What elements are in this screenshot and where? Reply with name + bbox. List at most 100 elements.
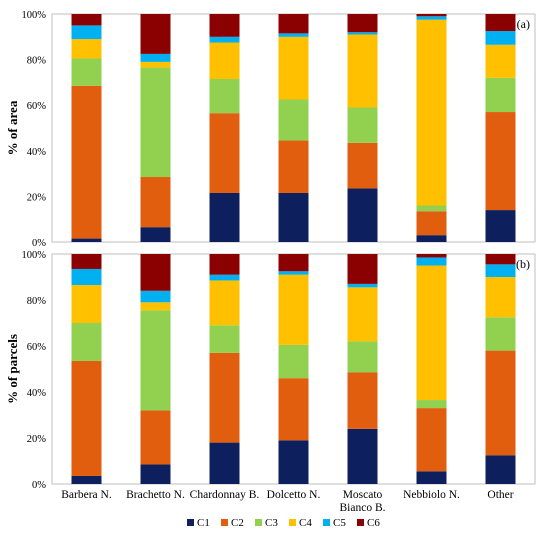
bar-segment-c6 — [416, 14, 447, 17]
category-label: Moscato Bianco B. — [340, 489, 386, 514]
bar-segment-c6 — [278, 14, 309, 34]
chart-panel: 0% 20% 40% 60% 80% 100% % of parcels (b) — [5, 250, 536, 491]
y-tick-label: 80% — [27, 296, 47, 307]
legend-swatch — [255, 519, 262, 526]
bar-segment-c4 — [140, 302, 171, 311]
bar-segment-c4 — [347, 34, 378, 108]
bar-segment-c3 — [485, 317, 516, 351]
y-tick-label: 100% — [22, 250, 47, 261]
bar-segment-c4 — [347, 287, 378, 342]
bar-segment-c3 — [140, 67, 171, 178]
bar-segment-c5 — [278, 33, 309, 37]
bar-segment-c5 — [71, 25, 102, 40]
bar-segment-c3 — [71, 323, 102, 361]
legend-swatch — [289, 519, 296, 526]
bar-segment-c3 — [209, 78, 240, 114]
bar-segment-c4 — [278, 36, 309, 100]
bar-segment-c3 — [71, 58, 102, 86]
y-tick-label: 60% — [27, 101, 47, 112]
y-tick-label: 40% — [27, 147, 47, 158]
bar-segment-c1 — [278, 440, 309, 484]
chart-panel: 0% 20% 40% 60% 80% 100% % of area (a) — [5, 10, 536, 249]
bar-segment-c6 — [140, 254, 171, 291]
bar-segment-c1 — [71, 238, 102, 242]
bar-segment-c3 — [485, 77, 516, 113]
bar-segment-c1 — [140, 227, 171, 242]
bar-segment-c2 — [140, 410, 171, 465]
bar-segment-c6 — [416, 254, 447, 258]
bar-segment-c3 — [278, 99, 309, 141]
bar-segment-c5 — [347, 32, 378, 35]
category-label: Brachetto N. — [126, 489, 185, 501]
y-tick-label: 0% — [32, 238, 46, 249]
bar-segment-c5 — [71, 268, 102, 286]
bar-segment-c1 — [209, 442, 240, 484]
bar-segment-c1 — [278, 192, 309, 242]
y-tick-label: 60% — [27, 342, 47, 353]
bar-segment-c2 — [209, 113, 240, 193]
legend: C1 C2 C3 C4 C5 C6 — [187, 517, 380, 529]
category-label: Chardonnay B. — [190, 489, 260, 501]
legend-swatch — [357, 519, 364, 526]
bar-segment-c5 — [209, 36, 240, 43]
bar-segment-c6 — [209, 254, 240, 275]
bar-segment-c2 — [278, 378, 309, 441]
bar-segment-c2 — [347, 142, 378, 189]
bar-segment-c6 — [71, 14, 102, 26]
bar-segment-c2 — [209, 352, 240, 443]
bar-segment-c2 — [140, 177, 171, 228]
bar-segment-c6 — [209, 14, 240, 37]
bar-segment-c2 — [485, 112, 516, 211]
bar-segment-c5 — [140, 53, 171, 62]
bar-segment-c2 — [416, 211, 447, 236]
panel-label: (a) — [517, 17, 530, 31]
bar-segment-c2 — [485, 350, 516, 456]
bar-segment-c3 — [140, 310, 171, 411]
bar-segment-c4 — [416, 265, 447, 401]
legend-swatch — [221, 519, 228, 526]
panel-label: (b) — [516, 257, 530, 271]
y-tick-label: 40% — [27, 388, 47, 399]
category-label: Barbera N. — [61, 489, 112, 501]
bar-segment-c4 — [71, 285, 102, 323]
bar-segment-c3 — [209, 325, 240, 353]
bar-segment-c4 — [71, 39, 102, 59]
bar-segment-c2 — [71, 360, 102, 476]
legend-swatch — [187, 519, 194, 526]
bar-segment-c5 — [416, 16, 447, 20]
category-label: Dolcetto N. — [267, 489, 321, 501]
category-label: Nebbiolo N. — [403, 489, 460, 501]
bar-segment-c6 — [347, 254, 378, 284]
legend-label: C5 — [333, 517, 346, 529]
bar-segment-c1 — [347, 428, 378, 484]
y-tick-label: 0% — [32, 480, 46, 491]
bar-segment-c1 — [416, 235, 447, 242]
bar-segment-c4 — [278, 274, 309, 345]
legend-label: C3 — [265, 517, 278, 529]
bar-segment-c6 — [485, 254, 516, 265]
bar-segment-c1 — [347, 188, 378, 242]
bar-segment-c1 — [485, 455, 516, 484]
bar-segment-c1 — [209, 192, 240, 242]
bar-segment-c5 — [140, 290, 171, 303]
chart-panels: 0% 20% 40% 60% 80% 100% % of area (a) 0% 20% 40% 60… — [5, 10, 536, 491]
bar-segment-c2 — [347, 372, 378, 429]
legend-label: C4 — [299, 517, 312, 529]
bar-segment-c2 — [278, 140, 309, 193]
y-axis-label: % of parcels — [5, 334, 20, 404]
bar-segment-c2 — [416, 408, 447, 472]
bar-segment-c4 — [140, 61, 171, 68]
bar-segment-c4 — [209, 42, 240, 79]
bar-segment-c5 — [485, 264, 516, 277]
bar-segment-c4 — [485, 277, 516, 318]
bar-segment-c6 — [140, 14, 171, 54]
bar-segment-c1 — [71, 475, 102, 484]
bar-segment-c4 — [209, 280, 240, 326]
bar-segment-c3 — [416, 400, 447, 409]
bar-segment-c6 — [347, 14, 378, 33]
bar-segment-c1 — [140, 464, 171, 484]
bar-segment-c6 — [71, 254, 102, 269]
bar-segment-c3 — [278, 344, 309, 379]
bar-segment-c4 — [485, 44, 516, 78]
